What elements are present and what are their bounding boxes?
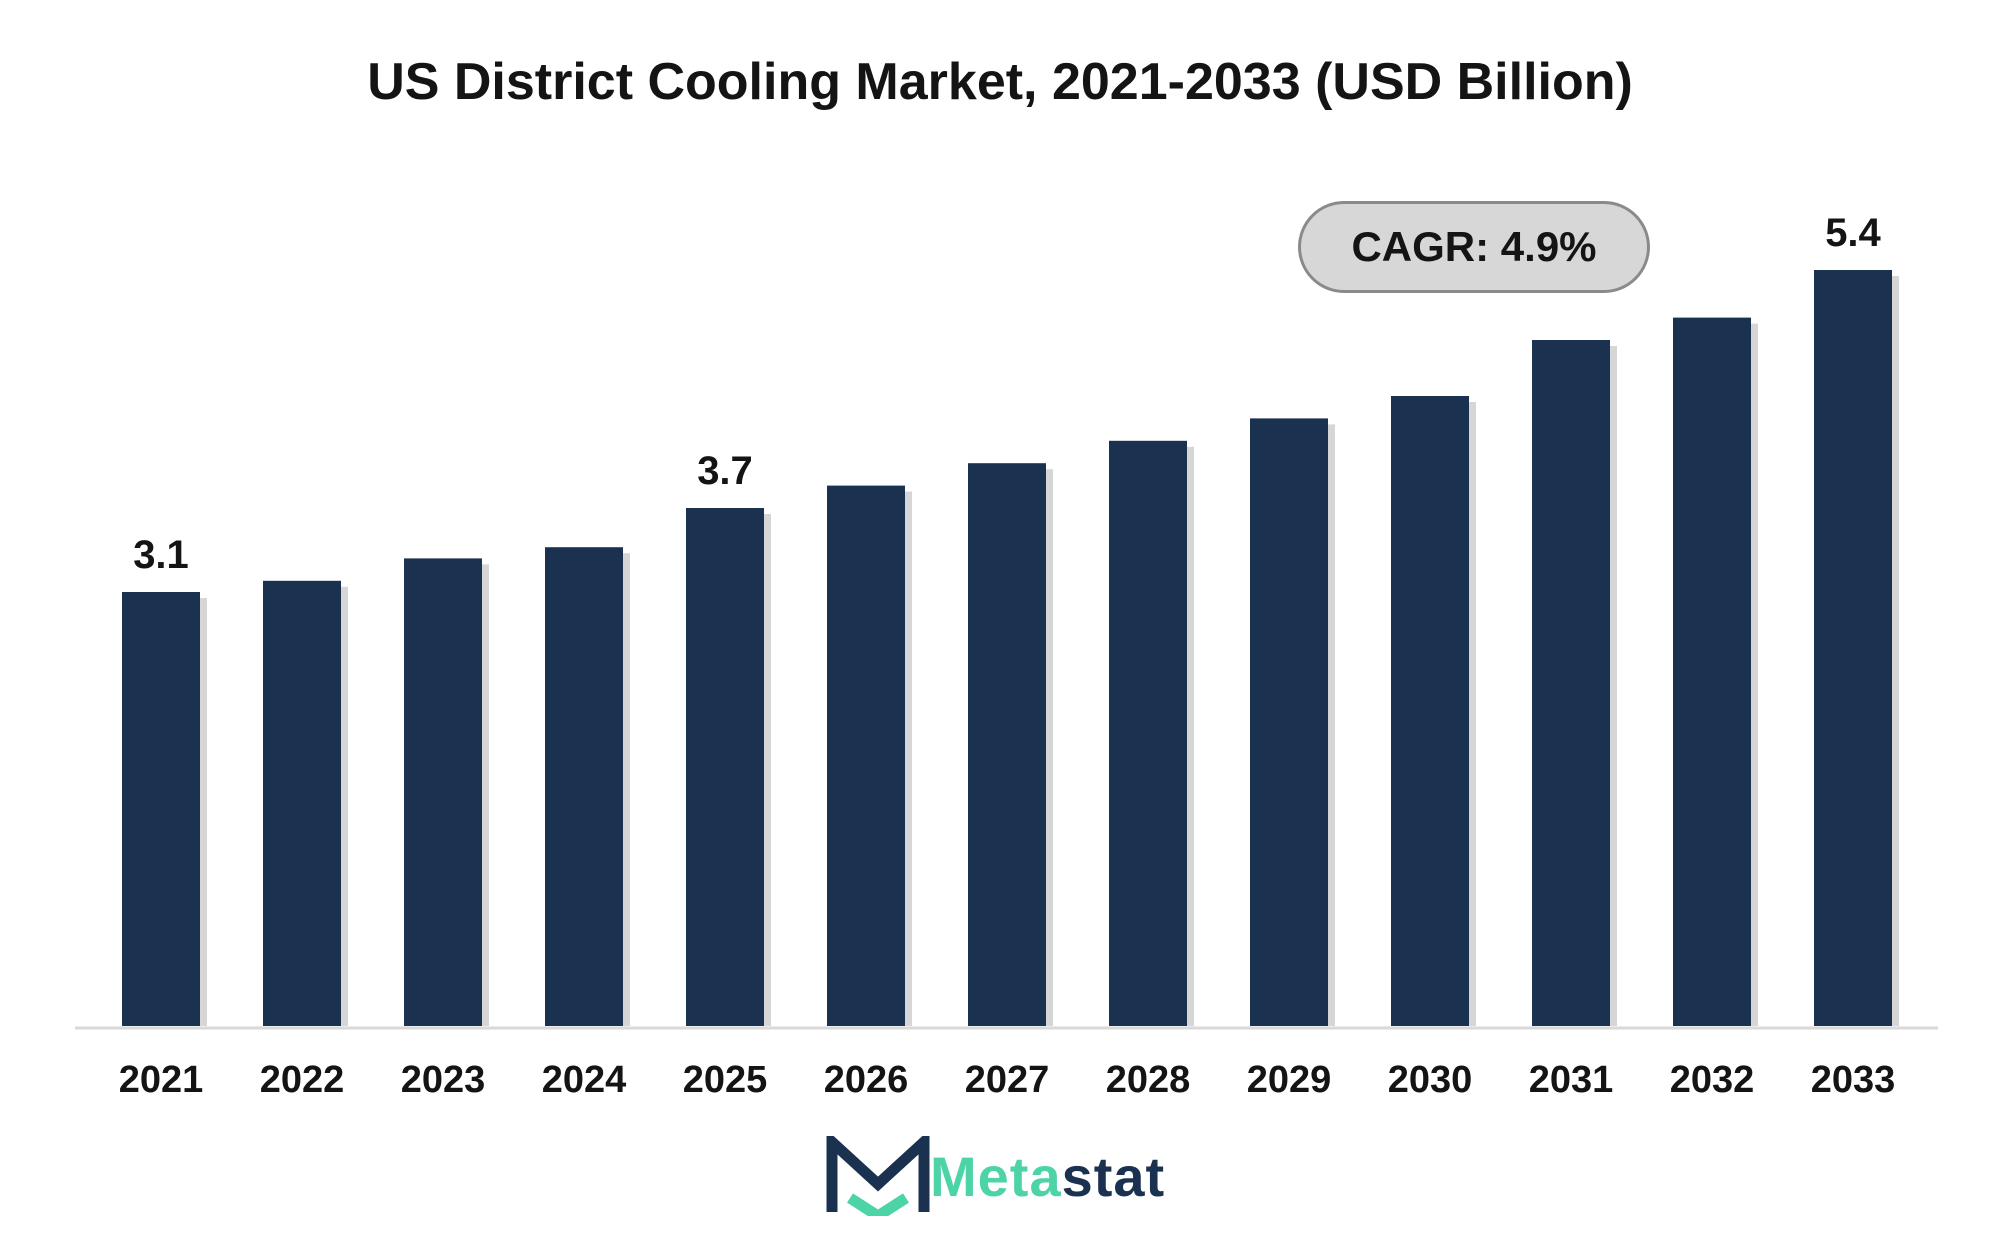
x-tick-label-2033: 2033 <box>1811 1059 1896 1101</box>
bar-2033 <box>1814 270 1892 1026</box>
bar-2021 <box>122 592 200 1026</box>
brand-name-part1: Meta <box>930 1144 1062 1208</box>
metastat-m-logo-icon <box>826 1136 930 1216</box>
bar-2024 <box>545 547 623 1026</box>
brand-name-part2: stat <box>1061 1144 1166 1208</box>
bar-2025 <box>686 508 764 1026</box>
bar-2023 <box>404 558 482 1026</box>
x-tick-label-2027: 2027 <box>965 1059 1050 1101</box>
bar-2022 <box>263 580 341 1026</box>
x-tick-label-2021: 2021 <box>119 1059 204 1101</box>
chart-title: US District Cooling Market, 2021-2033 (U… <box>367 53 1633 111</box>
x-tick-label-2032: 2032 <box>1670 1059 1755 1101</box>
data-label-2033: 5.4 <box>1825 211 1881 255</box>
x-tick-labels-layer: 2021 2022 2023 2024 2025 2026 2027 2028 2029 2030… <box>119 1059 1896 1101</box>
bar-2029 <box>1250 418 1328 1026</box>
x-tick-label-2025: 2025 <box>683 1059 768 1101</box>
x-tick-label-2024: 2024 <box>542 1059 627 1101</box>
bar-2028 <box>1109 440 1187 1026</box>
x-tick-label-2028: 2028 <box>1106 1059 1191 1101</box>
bars-layer <box>122 270 1899 1027</box>
x-tick-label-2031: 2031 <box>1529 1059 1614 1101</box>
cagr-badge: CAGR: 4.9% <box>1298 201 1650 293</box>
bar-2031 <box>1532 340 1610 1026</box>
x-tick-label-2023: 2023 <box>401 1059 486 1101</box>
data-label-2021: 3.1 <box>133 533 189 577</box>
data-labels-layer: 3.1 3.7 5.4 <box>133 211 1881 577</box>
brand-name: Metastat <box>930 1144 1165 1209</box>
x-tick-label-2026: 2026 <box>824 1059 909 1101</box>
x-tick-label-2030: 2030 <box>1388 1059 1473 1101</box>
bar-2032 <box>1673 317 1751 1027</box>
x-tick-label-2022: 2022 <box>260 1059 345 1101</box>
x-tick-label-2029: 2029 <box>1247 1059 1332 1101</box>
bar-2030 <box>1391 396 1469 1026</box>
data-label-2025: 3.7 <box>697 449 753 493</box>
bar-2026 <box>827 485 905 1027</box>
bar-2027 <box>968 463 1046 1026</box>
brand-logo: Metastat <box>826 1136 1165 1216</box>
